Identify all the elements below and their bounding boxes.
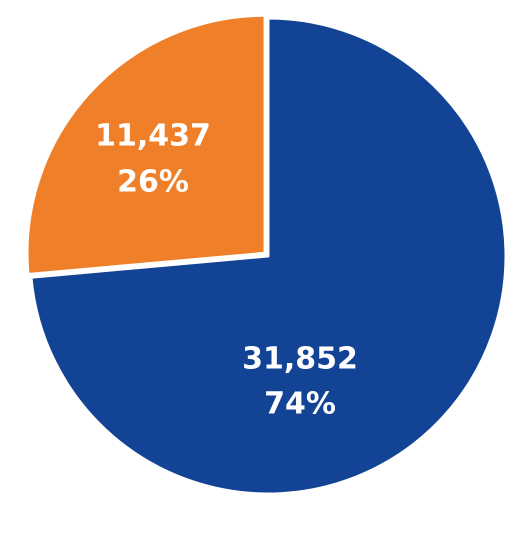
pie-slice [29, 16, 508, 496]
percentage-label: 26% [117, 165, 189, 200]
value-label: 31,852 [242, 342, 358, 377]
percentage-label: 74% [264, 387, 336, 422]
pie-slice [25, 13, 267, 277]
value-label: 11,437 [95, 119, 211, 154]
